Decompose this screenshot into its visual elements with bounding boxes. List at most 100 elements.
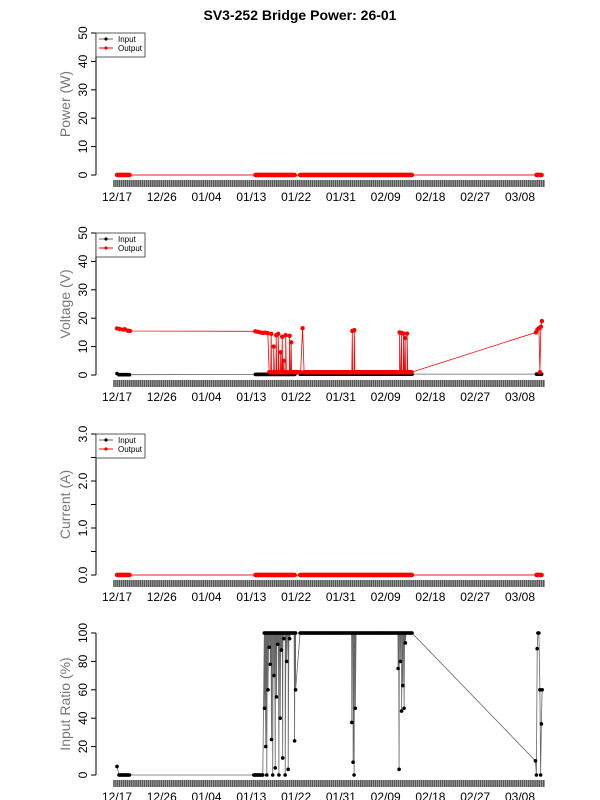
x-tick-label: 02/27 — [460, 190, 490, 204]
y-axis-title: Input Ratio (%) — [57, 657, 73, 750]
x-tick-label: 01/13 — [236, 590, 266, 604]
y-axis-title: Voltage (V) — [57, 269, 73, 338]
y-tick-label: 0 — [76, 171, 90, 178]
x-tick-label: 02/09 — [371, 390, 401, 404]
data-point — [273, 766, 278, 770]
y-tick-label: 40 — [76, 711, 90, 725]
data-point — [538, 773, 543, 777]
x-tick-label: 01/22 — [281, 790, 311, 800]
data-point — [350, 720, 354, 725]
data-point — [284, 659, 289, 664]
data-point — [270, 773, 275, 777]
data-point — [277, 773, 281, 777]
legend-marker — [104, 237, 108, 241]
data-point — [533, 759, 538, 763]
x-tick-label: 12/26 — [147, 790, 177, 800]
legend-marker — [104, 447, 108, 451]
data-point — [404, 331, 410, 336]
x-tick-label: 03/08 — [505, 190, 535, 204]
x-tick-label: 01/22 — [281, 590, 311, 604]
x-tick-label: 01/13 — [236, 390, 266, 404]
x-tick-label: 12/26 — [147, 190, 177, 204]
x-tick-label: 01/13 — [236, 790, 266, 800]
data-point — [260, 773, 265, 777]
data-point — [287, 333, 292, 339]
x-tick-label: 12/17 — [102, 790, 132, 800]
x-tick-label: 02/09 — [371, 190, 401, 204]
x-tick-label: 12/26 — [147, 590, 177, 604]
data-point — [127, 372, 132, 377]
x-tick-label: 12/17 — [102, 190, 132, 204]
x-tick-label: 01/31 — [326, 790, 356, 800]
data-point — [275, 642, 280, 647]
x-tick-label: 02/27 — [460, 390, 490, 404]
x-tick-label: 03/08 — [505, 590, 535, 604]
x-tick-label: 02/27 — [460, 590, 490, 604]
panel-2: 0 10 20 30 40 50 Voltage (V) 12/17 12/26 01/04 01/… — [57, 226, 545, 404]
data-point — [293, 631, 298, 635]
x-tick-label: 01/22 — [281, 390, 311, 404]
legend-box — [95, 32, 146, 58]
data-point — [402, 335, 408, 341]
series-output — [114, 172, 544, 178]
x-tick-label: 12/17 — [102, 390, 132, 404]
data-point — [396, 666, 400, 671]
x-tick-label: 01/04 — [192, 390, 222, 404]
x-tick-label: 03/08 — [505, 790, 535, 800]
data-point — [286, 767, 290, 772]
x-tick-label: 12/26 — [147, 390, 177, 404]
data-point — [268, 662, 273, 667]
data-point — [539, 318, 545, 324]
x-tick-label: 01/22 — [281, 190, 311, 204]
legend-marker — [104, 438, 108, 442]
panel-1: 0 10 20 30 40 50 Power (W) 12/17 12/26 01/04 01/13… — [57, 26, 545, 204]
data-point — [281, 358, 286, 363]
data-point — [293, 688, 298, 692]
data-point — [540, 688, 544, 692]
figure-title: SV3-252 Bridge Power: 26-01 — [204, 7, 397, 23]
data-point — [279, 648, 284, 652]
data-point — [539, 722, 544, 726]
data-point — [278, 350, 283, 355]
x-tick-label: 02/09 — [371, 790, 401, 800]
x-tick-label: 02/18 — [415, 790, 445, 800]
y-tick-label: 40 — [76, 254, 90, 268]
data-point — [283, 333, 288, 338]
y-tick-label: 0 — [76, 771, 90, 778]
data-point — [292, 572, 298, 578]
data-point — [409, 369, 414, 375]
data-point — [127, 328, 133, 334]
data-point — [117, 326, 122, 332]
data-point — [266, 688, 270, 692]
x-tick-label: 01/04 — [192, 190, 222, 204]
data-point — [283, 773, 287, 777]
data-point — [279, 334, 285, 339]
series-line — [116, 320, 543, 373]
data-point — [269, 737, 274, 742]
data-point — [282, 636, 286, 641]
data-point — [300, 325, 305, 331]
y-tick-label: 20 — [76, 311, 90, 325]
y-tick-label: 80 — [76, 654, 90, 668]
data-point — [115, 764, 119, 769]
data-point — [127, 572, 132, 578]
data-point — [276, 331, 281, 337]
x-tick-strip — [113, 180, 545, 187]
x-tick-strip — [113, 780, 545, 787]
data-point — [272, 673, 276, 678]
y-tick-label: 2.0 — [76, 472, 90, 489]
data-point — [534, 773, 539, 777]
x-tick-label: 02/09 — [371, 590, 401, 604]
data-point — [401, 683, 405, 688]
series-output — [114, 572, 544, 578]
data-point — [539, 572, 544, 578]
data-point — [271, 344, 276, 349]
data-point — [274, 695, 279, 699]
y-tick-label: 1.0 — [76, 519, 90, 536]
data-point — [292, 739, 297, 743]
data-point — [280, 756, 285, 760]
data-point — [127, 773, 132, 777]
